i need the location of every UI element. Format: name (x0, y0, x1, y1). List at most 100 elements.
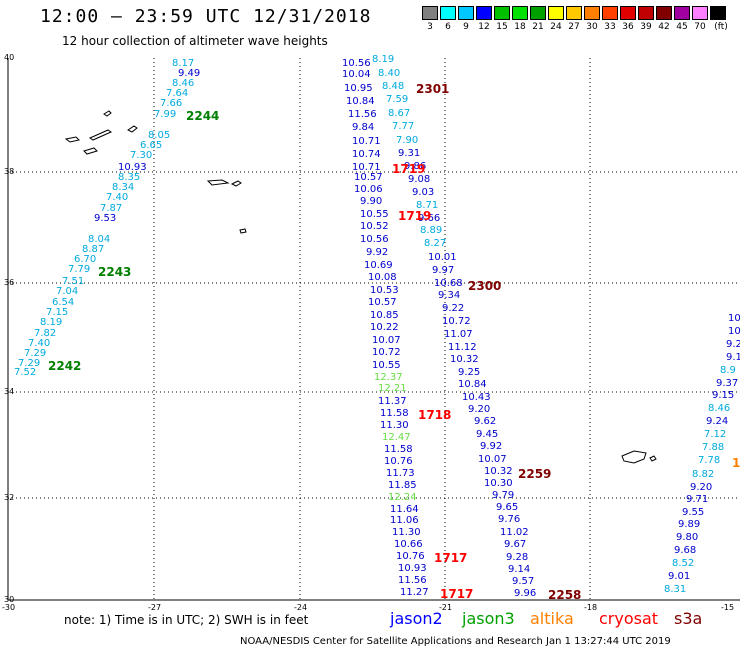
wave-height-label: 10.66 (394, 539, 423, 550)
wave-height-label: 11.56 (348, 109, 377, 120)
wave-height-label: 10.76 (384, 456, 413, 467)
colorbar-label: 21 (532, 22, 544, 32)
colorbar-label: 27 (568, 22, 580, 32)
wave-height-label: 8.19 (40, 317, 62, 328)
wave-height-label: 11.02 (500, 527, 529, 538)
altimeter-tracks: 8.179.498.467.647.667.998.056.657.3010.9… (14, 54, 740, 599)
wave-height-label: 9.57 (512, 576, 534, 587)
wave-height-label: 10.57 (354, 172, 383, 183)
time-tag: 2259 (518, 467, 551, 481)
wave-height-label: 6.54 (52, 297, 74, 308)
time-tag: 2301 (416, 82, 449, 96)
wave-height-label: 10.55 (372, 360, 401, 371)
wave-height-label: 10.43 (462, 392, 491, 403)
wave-height-label: 9.37 (716, 378, 738, 389)
wave-height-label: 9.67 (504, 539, 526, 550)
wave-height-label: 8.71 (416, 200, 438, 211)
lon-label: -18 (584, 603, 597, 612)
wave-height-label: 7.29 (18, 358, 40, 369)
lon-label: -24 (294, 603, 307, 612)
colorbar-swatch (548, 6, 564, 20)
time-tag: 1 (732, 456, 740, 470)
wave-height-label: 10.93 (398, 563, 427, 574)
wave-height-label: 10.95 (344, 83, 373, 94)
wave-height-label: 10.04 (342, 69, 371, 80)
wave-height-label: 10.71 (352, 136, 381, 147)
wave-height-label: 9.71 (686, 494, 708, 505)
wave-height-label: 9.66 (418, 213, 440, 224)
wave-height-label: 8.35 (118, 172, 140, 183)
wave-height-label: 10.84 (346, 96, 375, 107)
wave-height-label: 9.2 (726, 339, 740, 350)
wave-height-label: 10.72 (442, 316, 471, 327)
wave-height-label: 11.85 (388, 480, 417, 491)
wave-height-label: 10.68 (434, 278, 463, 289)
wave-height-label: 8.27 (424, 238, 446, 249)
wave-height-label: 9.62 (474, 416, 496, 427)
wave-height-label: 10.06 (354, 184, 383, 195)
wave-height-label: 7.04 (56, 286, 78, 297)
wave-height-label: 7.40 (28, 338, 50, 349)
wave-height-label: 6.65 (140, 140, 162, 151)
wave-height-label: 7.79 (68, 264, 90, 275)
lat-label: 38 (4, 167, 14, 176)
colorbar-label: 42 (658, 22, 670, 32)
wave-height-label: 7.52 (14, 367, 36, 378)
wave-height-label: 10.07 (372, 335, 401, 346)
wave-height-label: 9.79 (492, 490, 514, 501)
wave-height-label: 9.89 (678, 519, 700, 530)
wave-height-label: 11.58 (384, 444, 413, 455)
wave-height-label: 10.56 (360, 234, 389, 245)
wave-height-label: 8.17 (172, 58, 194, 69)
wave-height-label: 7.78 (698, 455, 720, 466)
wave-height-label: 8.89 (420, 225, 442, 236)
wave-height-label: 9.20 (468, 404, 490, 415)
legend-jason2: jason2 (390, 609, 443, 628)
wave-height-label: 11.37 (378, 396, 407, 407)
wave-height-label: 10.32 (450, 354, 479, 365)
legend-jason3: jason3 (462, 609, 515, 628)
azores-islands (64, 110, 657, 464)
wave-height-label: 11.73 (386, 468, 415, 479)
wave-height-label: 9.68 (674, 545, 696, 556)
wave-height-label: 11.07 (444, 329, 473, 340)
lat-label: 36 (4, 278, 14, 287)
wave-height-label: 7.99 (154, 109, 176, 120)
wave-height-label: 9.28 (506, 552, 528, 563)
wave-height-label: 9.49 (178, 68, 200, 79)
colorbar-swatch (440, 6, 456, 20)
wave-height-label: 9.96 (514, 588, 536, 599)
wave-height-label: 10.69 (364, 260, 393, 271)
wave-height-label: 7.66 (160, 98, 182, 109)
wave-height-label: 8.82 (692, 469, 714, 480)
colorbar-label: 36 (622, 22, 634, 32)
lon-label: -21 (439, 603, 452, 612)
wave-height-label: 10 (728, 313, 740, 324)
wave-height-label: 7.77 (392, 121, 414, 132)
axis-labels: 40 38 36 34 32 30-30 -27 -24 -21 -18 -15 (2, 53, 734, 612)
wave-height-label: 9.03 (412, 187, 434, 198)
wave-height-label: 10.74 (352, 149, 381, 160)
wave-height-label: 12.21 (378, 383, 407, 394)
wave-height-label: 8.48 (382, 81, 404, 92)
island (621, 450, 647, 464)
colorbar-label: 6 (445, 22, 451, 32)
wave-height-label: 11.58 (380, 408, 409, 419)
wave-height-label: 9.90 (360, 196, 382, 207)
island (239, 228, 247, 234)
map-title: 12:00 — 23:59 UTC 12/31/2018 (40, 6, 372, 27)
wave-height-label: 9.14 (508, 564, 530, 575)
colorbar-label: 70 (694, 22, 706, 32)
colorbar-swatch (530, 6, 546, 20)
colorbar-label: 45 (676, 22, 688, 32)
time-tag: 1719 (392, 162, 425, 176)
wave-height-label: 10.32 (484, 466, 513, 477)
wave-height-label: 11.30 (380, 420, 409, 431)
time-tag: 2258 (548, 588, 581, 602)
legend-altika: altika (530, 609, 574, 628)
island (83, 147, 98, 155)
wave-height-label: 9.86 (404, 161, 426, 172)
wave-height-label: 12.24 (388, 492, 417, 503)
wave-height-label: 8.34 (112, 182, 134, 193)
wave-height-label: 9.53 (94, 213, 116, 224)
